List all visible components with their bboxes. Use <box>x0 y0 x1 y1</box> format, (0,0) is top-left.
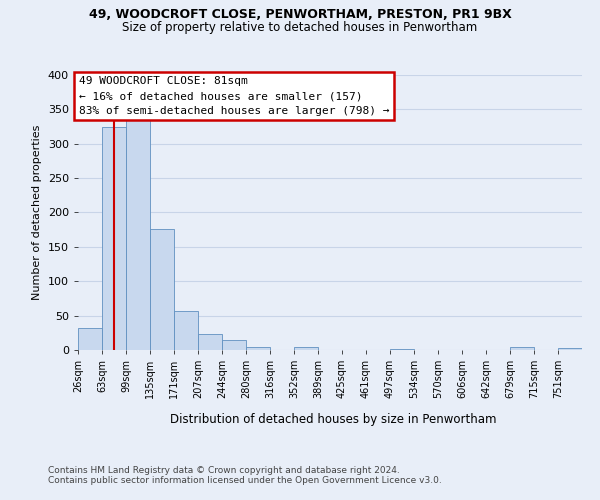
Bar <box>126 120 150 350</box>
Text: Distribution of detached houses by size in Penwortham: Distribution of detached houses by size … <box>170 412 496 426</box>
Bar <box>222 340 246 350</box>
Bar <box>150 229 174 350</box>
Y-axis label: Number of detached properties: Number of detached properties <box>32 125 42 300</box>
Text: Contains public sector information licensed under the Open Government Licence v3: Contains public sector information licen… <box>48 476 442 485</box>
Bar <box>198 334 222 350</box>
Bar <box>246 346 270 350</box>
Bar <box>174 311 198 350</box>
Text: Size of property relative to detached houses in Penwortham: Size of property relative to detached ho… <box>122 21 478 34</box>
Bar <box>78 328 102 350</box>
Bar <box>102 126 126 350</box>
Bar <box>294 346 318 350</box>
Bar <box>390 348 414 350</box>
Text: 49, WOODCROFT CLOSE, PENWORTHAM, PRESTON, PR1 9BX: 49, WOODCROFT CLOSE, PENWORTHAM, PRESTON… <box>89 8 511 20</box>
Text: Contains HM Land Registry data © Crown copyright and database right 2024.: Contains HM Land Registry data © Crown c… <box>48 466 400 475</box>
Text: 49 WOODCROFT CLOSE: 81sqm
← 16% of detached houses are smaller (157)
83% of semi: 49 WOODCROFT CLOSE: 81sqm ← 16% of detac… <box>79 76 389 116</box>
Bar <box>558 348 582 350</box>
Bar <box>510 347 534 350</box>
